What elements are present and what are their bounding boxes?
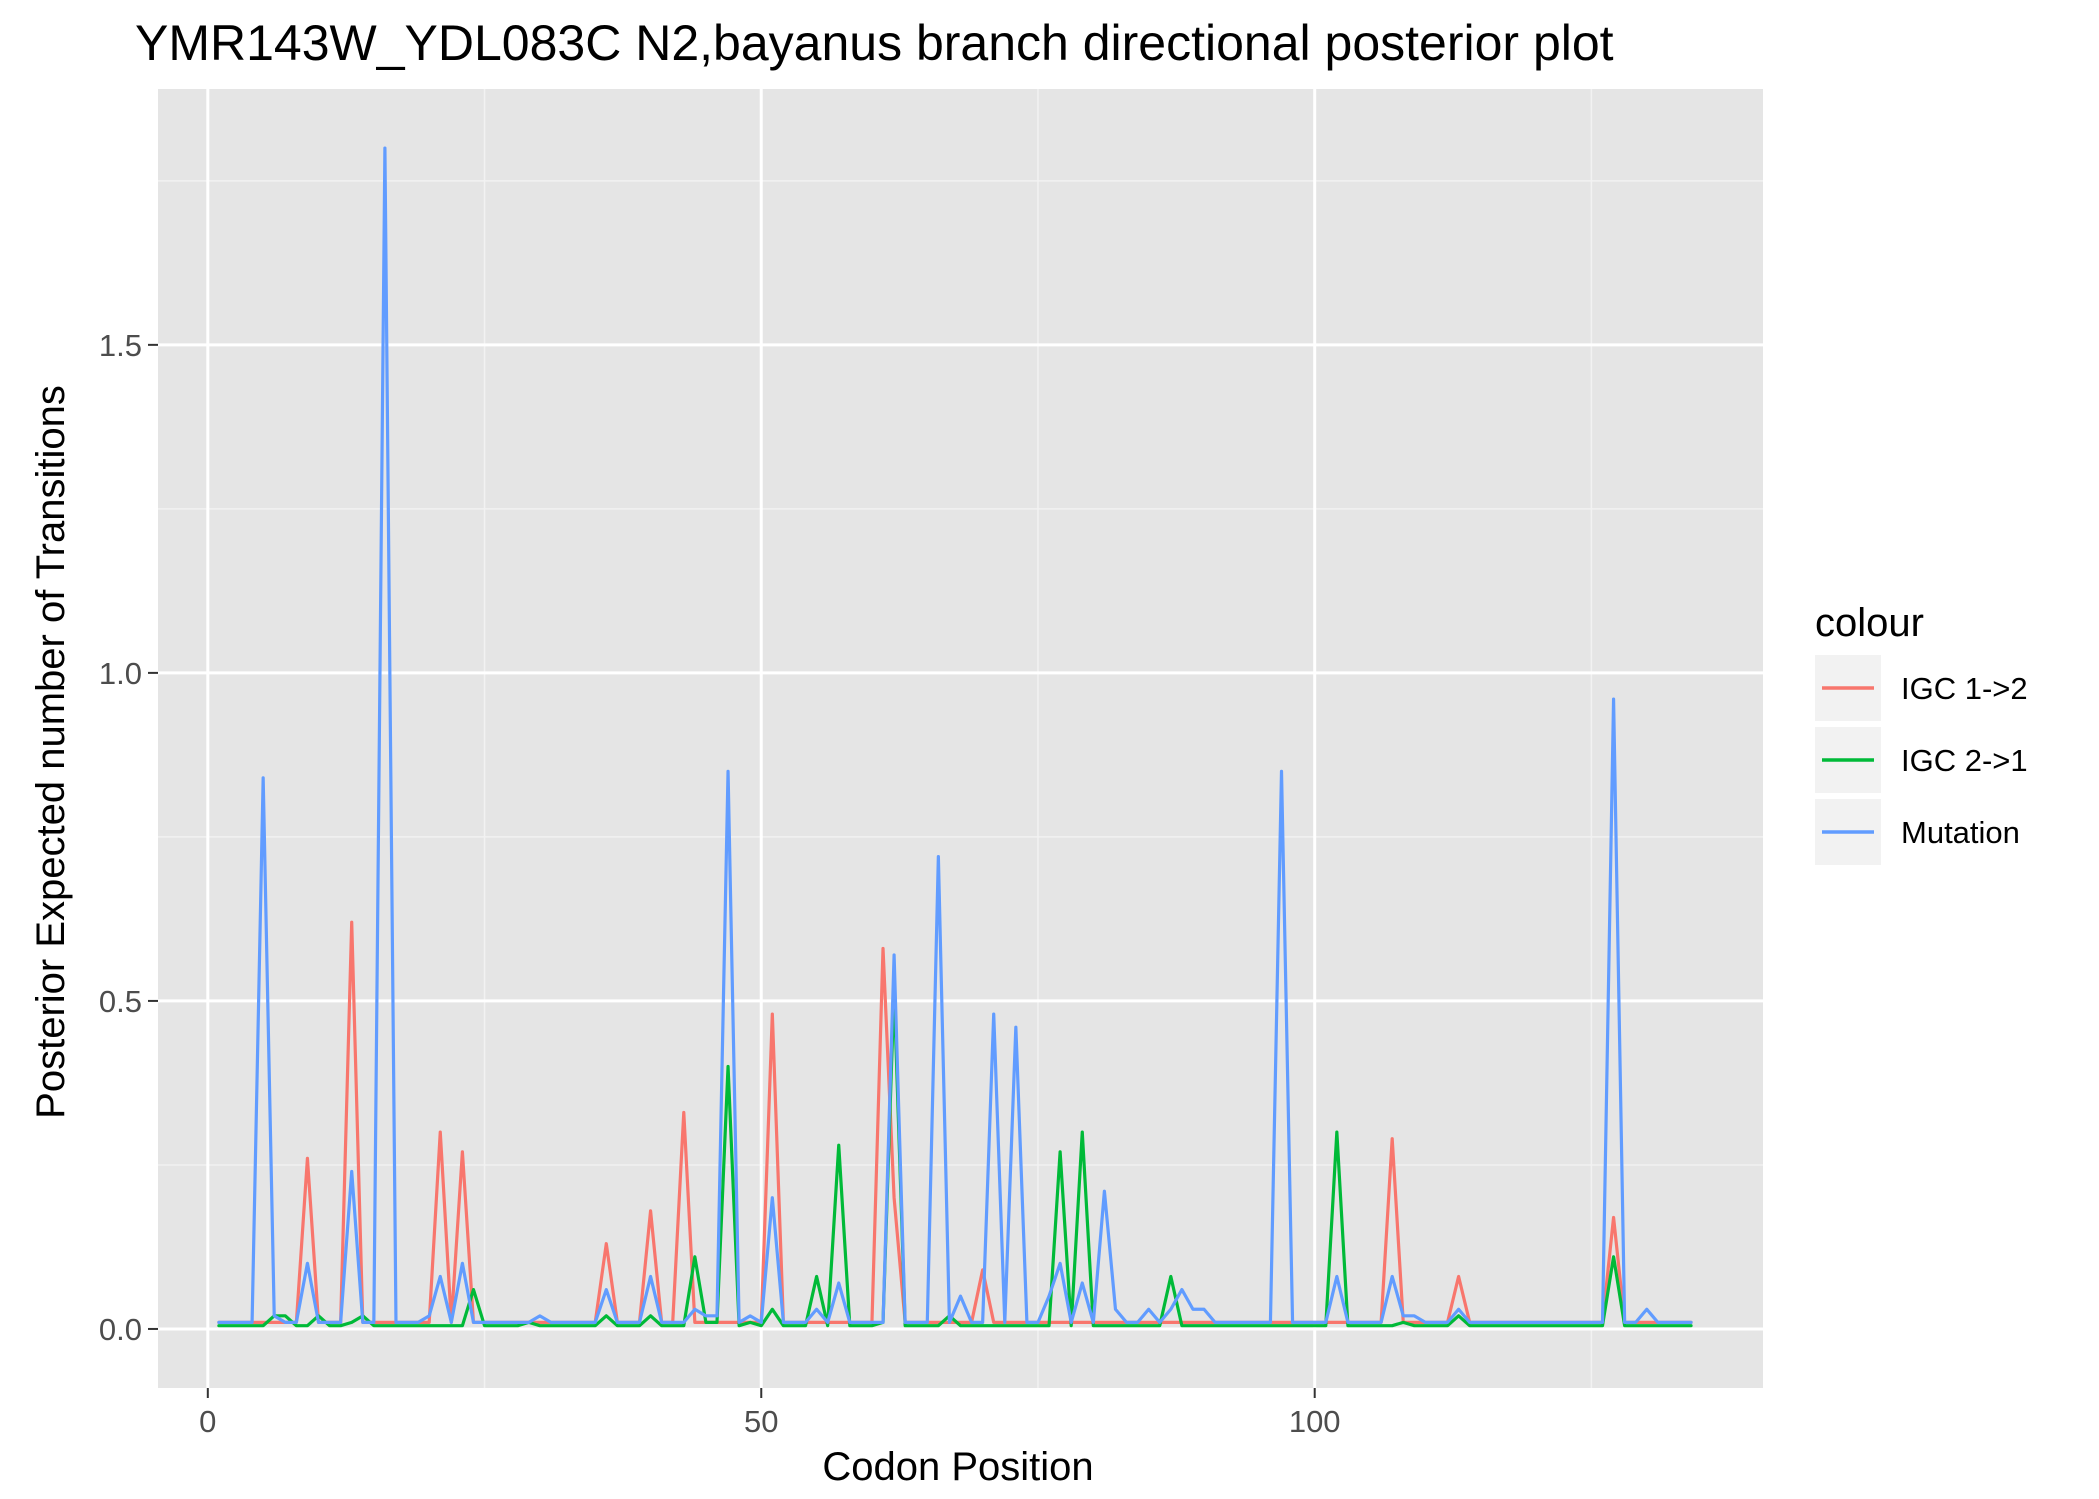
x-tick-label: 100	[1289, 1404, 1341, 1439]
series-line-1	[217, 986, 1693, 1328]
y-tick-label: 0.0	[99, 1312, 142, 1347]
x-tick-label: 0	[199, 1404, 216, 1439]
legend-title: colour	[1815, 601, 1924, 645]
legend-label: IGC 2->1	[1901, 743, 2028, 778]
x-axis-ticks: 0 50 100	[199, 1388, 1341, 1439]
series-line-2	[217, 146, 1693, 1324]
legend-label: IGC 1->2	[1901, 671, 2028, 706]
series-lines	[217, 146, 1693, 1328]
chart-title: YMR143W_YDL083C N2,bayanus branch direct…	[135, 15, 1614, 71]
major-gridlines	[158, 89, 1763, 1388]
y-axis-ticks: 0.0 0.5 1.0 1.5	[99, 328, 158, 1347]
plot-panel	[158, 89, 1763, 1388]
y-tick-label: 1.0	[99, 656, 142, 691]
x-axis-title: Codon Position	[822, 1445, 1093, 1489]
y-axis-title: Posterior Expected number of Transitions	[29, 385, 73, 1119]
y-tick-label: 0.5	[99, 984, 142, 1019]
x-tick-label: 50	[744, 1404, 778, 1439]
minor-gridlines	[158, 89, 1763, 1388]
y-tick-label: 1.5	[99, 328, 142, 363]
legend-label: Mutation	[1901, 815, 2020, 850]
legend: colour IGC 1->2 IGC 2->1 Mutation	[1815, 601, 2028, 865]
